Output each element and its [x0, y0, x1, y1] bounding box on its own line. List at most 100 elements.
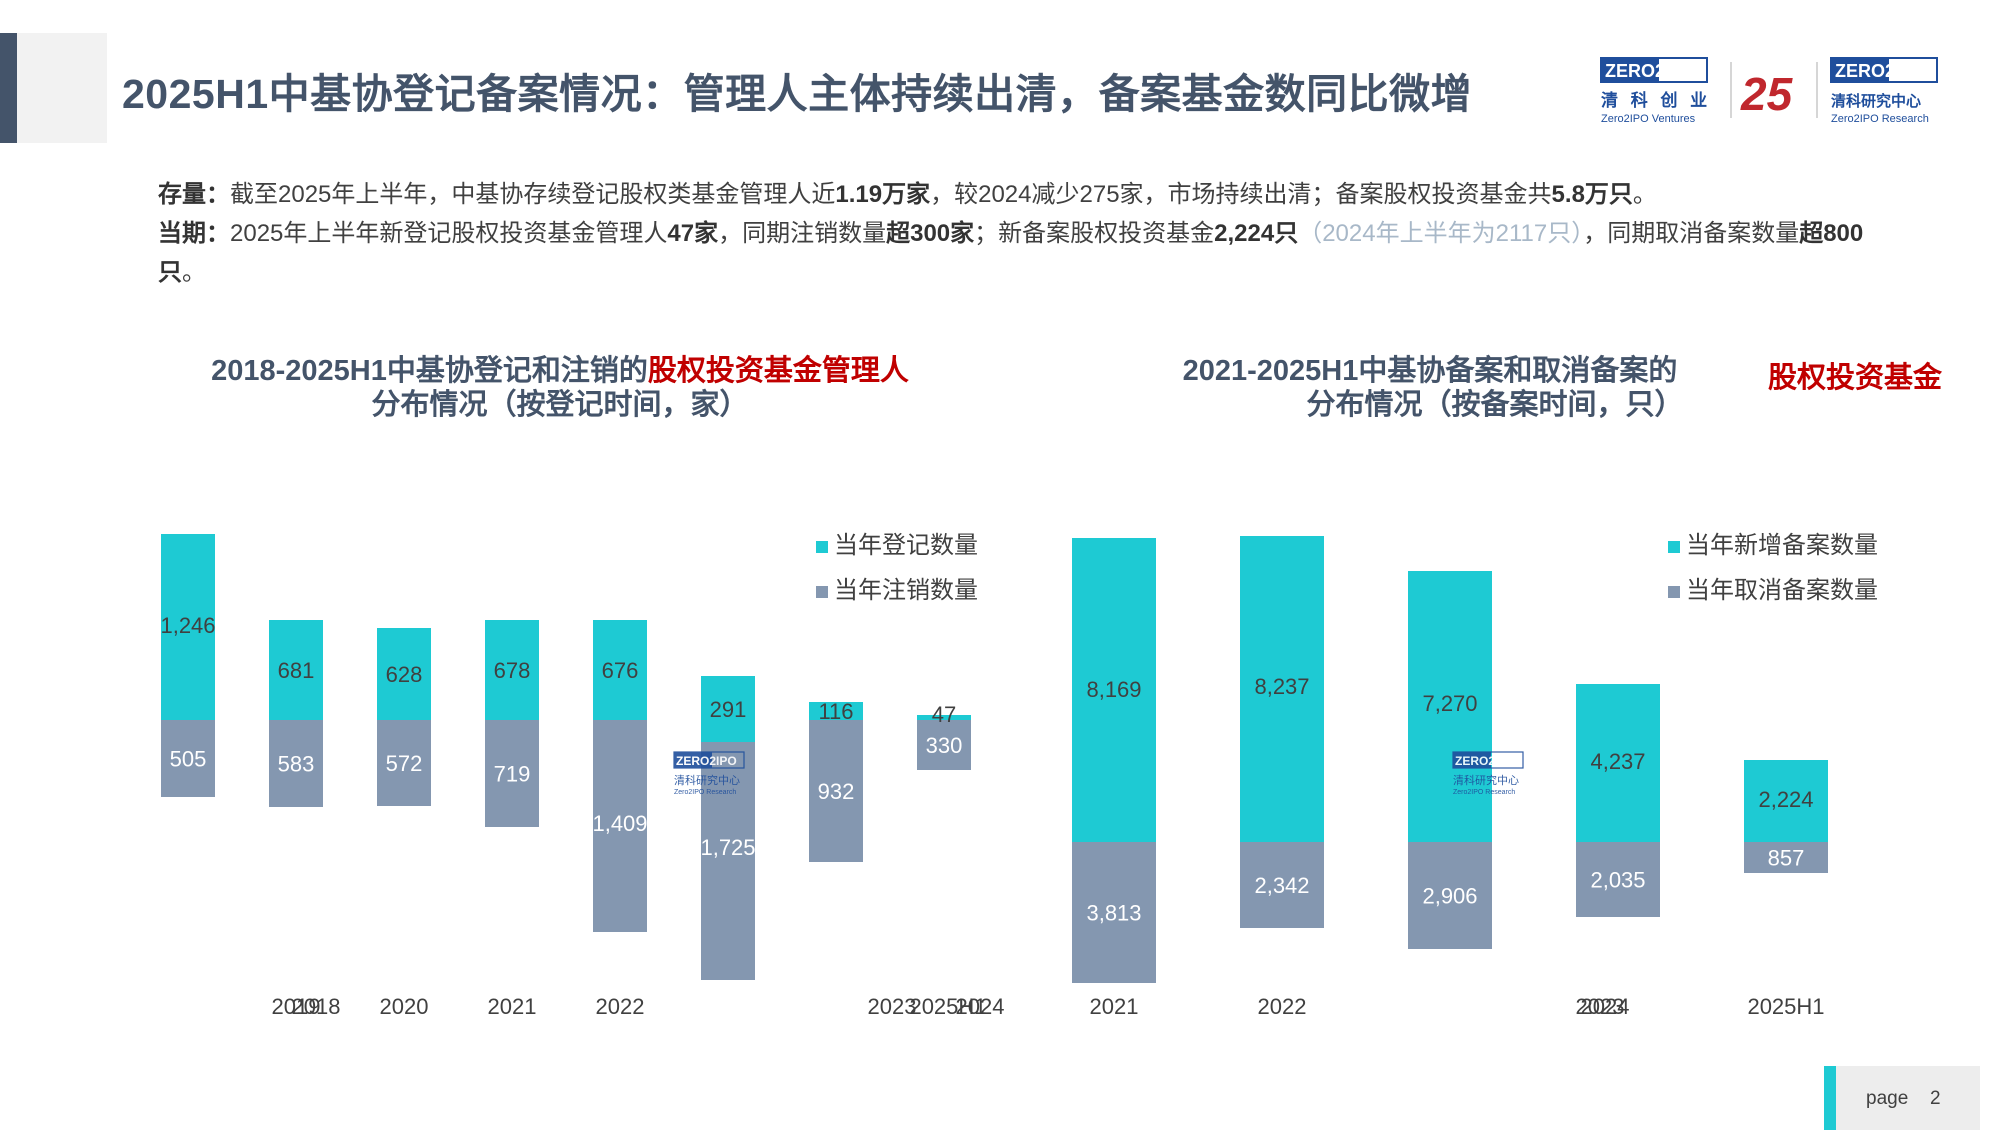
right-bar-registered-0 [1072, 538, 1156, 842]
left-label-cancelled-0: 505 [170, 747, 207, 772]
left-logo-en: Zero2IPO Ventures [1601, 113, 1696, 125]
current-text-4: ，同期取消备案数量 [1583, 220, 1800, 247]
left-bar-chart: 1,246 505 681 583 628 572 678 719 676 1,409 291 1,7… [160, 532, 1004, 1019]
left-label-registered-5: 291 [710, 697, 747, 722]
left-legend-swatch-1 [816, 586, 828, 598]
corner-accent-bar [0, 33, 17, 143]
watermark-cn-1: 清科研究中心 [1453, 773, 1519, 787]
watermark-en-1: Zero2IPO Research [1453, 789, 1515, 796]
watermark-logo-0: ZERO2IPO 清科研究中心 Zero2IPO Research [673, 751, 745, 796]
left-category-label-0: 2019 [272, 994, 321, 1019]
right-legend-swatch-0 [1668, 541, 1680, 553]
left-legend-label-1: 当年注销数量 [834, 577, 978, 604]
left-label-cancelled-5: 1,725 [700, 835, 755, 860]
zero2ipo-research-logo: ZERO2IPO 清科研究中心 Zero2IPO Research [1830, 57, 1938, 125]
right-bar-cancelled-0 [1072, 842, 1156, 983]
right-bar-registered-3 [1576, 684, 1660, 842]
left-label-registered-7: 47 [932, 702, 956, 727]
current-bold-3: 2,224只 [1214, 220, 1299, 247]
left-logo-cn: 清 科 创 业 [1601, 90, 1711, 110]
left-label-registered-3: 678 [494, 658, 531, 683]
right-bar-cancelled-1 [1240, 842, 1324, 928]
left-label-cancelled-4: 1,409 [592, 811, 647, 836]
zero2ipo-ventures-logo: ZERO2IPO 清 科 创 业 Zero2IPO Ventures [1600, 57, 1711, 125]
left-legend-label-0: 当年登记数量 [834, 532, 978, 559]
right-category-label-3: 2024 [1581, 994, 1630, 1019]
right-bar-registered-4 [1744, 760, 1828, 842]
right-bar-chart: 8,169 3,813 8,237 2,342 7,270 2,906 4,237 2,035… [1072, 532, 1878, 1019]
right-label-registered-2: 7,270 [1422, 691, 1477, 716]
page-box [1836, 1066, 1980, 1130]
stock-text-2: ，较2024减少275家，市场持续出清；备案股权投资基金共 [930, 181, 1552, 208]
watermark-brand-0: ZERO2IPO [676, 754, 737, 768]
page-title: 2025H1中基协登记备案情况：管理人主体持续出清，备案基金数同比微增 [122, 71, 1473, 117]
current-text-5: 。 [182, 259, 206, 286]
right-label-cancelled-4: 857 [1768, 846, 1805, 871]
right-title-line1: 2021-2025H1中基协备案和取消备案的 [1182, 355, 1678, 387]
current-bold-2: 超300家 [886, 220, 975, 247]
left-bar-registered-1 [269, 620, 323, 720]
current-bold-4: 超800只 [158, 220, 1864, 286]
brand-logos: ZERO2IPO 清 科 创 业 Zero2IPO Ventures 25 ZE… [1600, 57, 1938, 125]
left-title-highlight: 股权投资基金管理人 [647, 355, 909, 387]
left-label-cancelled-1: 583 [278, 752, 315, 777]
current-bold-1: 47家 [667, 220, 719, 247]
right-chart-title: 2021-2025H1中基协备案和取消备案的 分布情况（按备案时间，只） [1110, 354, 1750, 422]
right-bar-cancelled-4 [1744, 842, 1828, 873]
left-label-cancelled-6: 932 [818, 779, 855, 804]
left-bar-registered-6 [809, 702, 863, 720]
stock-bold-2: 5.8万只 [1551, 181, 1633, 208]
corner-accent-box [17, 33, 107, 143]
right-category-label-2: 2023 [1576, 994, 1625, 1019]
left-logo-brand: ZERO2IPO [1605, 61, 1696, 81]
right-category-label-1: 2022 [1258, 994, 1307, 1019]
right-label-registered-0: 8,169 [1086, 677, 1141, 702]
left-label-registered-0: 1,246 [160, 613, 215, 638]
left-bar-cancelled-1 [269, 720, 323, 807]
left-legend-swatch-0 [816, 541, 828, 553]
right-label-registered-1: 8,237 [1254, 674, 1309, 699]
right-label-cancelled-2: 2,906 [1422, 884, 1477, 909]
right-title-highlight: 股权投资基金 [1768, 362, 1943, 394]
left-bar-cancelled-7 [917, 720, 971, 770]
page-label: page [1866, 1088, 1909, 1109]
right-legend-label-1: 当年取消备案数量 [1686, 577, 1878, 604]
left-bar-registered-0 [161, 534, 215, 720]
right-label-cancelled-3: 2,035 [1590, 868, 1645, 893]
right-label-cancelled-0: 3,813 [1086, 901, 1141, 926]
right-logo-en: Zero2IPO Research [1831, 113, 1929, 125]
left-label-registered-6: 116 [818, 699, 853, 724]
left-chart-title: 2018-2025H1中基协登记和注销的股权投资基金管理人 分布情况（按登记时间… [190, 354, 930, 422]
left-bar-cancelled-2 [377, 720, 431, 806]
left-bar-cancelled-5 [701, 742, 755, 980]
page-number: 2 [1930, 1088, 1941, 1109]
current-text-1: 2025年上半年新登记股权投资基金管理人 [230, 220, 668, 247]
left-title-line2: 分布情况（按登记时间，家） [371, 389, 749, 421]
watermark-cn-0: 清科研究中心 [674, 773, 740, 787]
left-bar-cancelled-4 [593, 720, 647, 932]
left-label-cancelled-2: 572 [386, 751, 423, 776]
summary-line-current: 当期：2025年上半年新登记股权投资基金管理人47家，同期注销数量超300家；新… [158, 214, 1908, 292]
anniv-number: 25 [1740, 68, 1794, 120]
left-label-cancelled-7: 330 [926, 733, 963, 758]
current-text-2: ，同期注销数量 [718, 220, 887, 247]
left-bar-registered-2 [377, 628, 431, 720]
current-muted: （2024年上半年为2117只） [1298, 220, 1584, 247]
watermarks: ZERO2IPO 清科研究中心 Zero2IPO Research ZERO2IPO 清… [673, 751, 1524, 796]
left-category-label-5: 2023 [868, 994, 917, 1019]
stock-label: 存量： [158, 181, 230, 208]
left-category-label-1: 2018 [292, 994, 341, 1019]
right-category-label-0: 2021 [1090, 994, 1139, 1019]
summary-text: 存量：截至2025年上半年，中基协存续登记股权类基金管理人近1.19万家，较20… [158, 175, 1908, 292]
right-bar-cancelled-2 [1408, 842, 1492, 949]
right-bar-cancelled-3 [1576, 842, 1660, 917]
watermark-en-0: Zero2IPO Research [674, 789, 736, 796]
right-label-registered-3: 4,237 [1590, 749, 1645, 774]
stock-bold-1: 1.19万家 [835, 181, 931, 208]
right-legend-label-0: 当年新增备案数量 [1686, 532, 1878, 559]
right-bar-registered-2 [1408, 571, 1492, 842]
page-tab-accent [1824, 1066, 1836, 1130]
watermark-logo-1: ZERO2IPO 清科研究中心 Zero2IPO Research [1452, 751, 1524, 796]
left-category-label-2: 2020 [380, 994, 429, 1019]
